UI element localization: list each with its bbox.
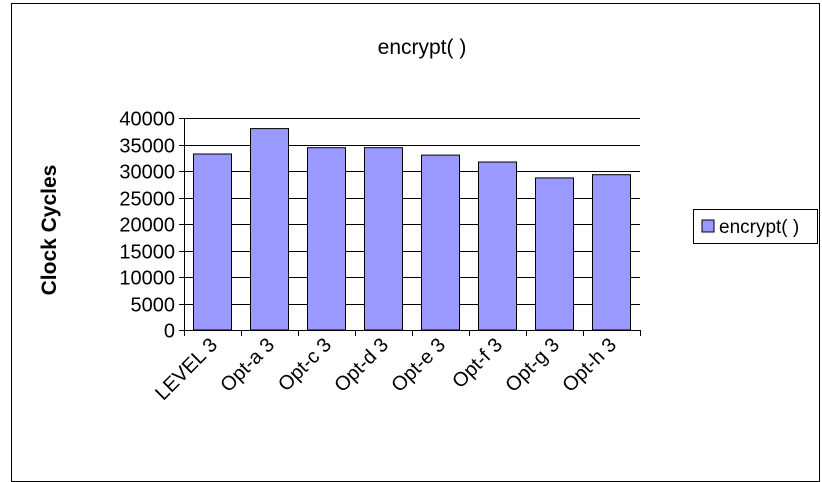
bar-opt-c-3: [307, 147, 346, 331]
bar-opt-e-3: [421, 154, 460, 331]
y-tick-label: 0: [164, 321, 175, 343]
y-tick-label: 35000: [119, 136, 175, 158]
legend-swatch: [701, 219, 715, 233]
legend-label: encrypt( ): [719, 217, 799, 238]
y-tick-label: 25000: [119, 189, 175, 211]
bar-level-3: [193, 153, 232, 331]
bar-opt-f-3: [478, 161, 517, 331]
y-tick-label: 30000: [119, 162, 175, 184]
y-tick-label: 10000: [119, 268, 175, 290]
bar-opt-a-3: [250, 128, 289, 331]
legend: encrypt( ): [693, 209, 818, 244]
bar-opt-g-3: [535, 177, 574, 331]
bar-opt-d-3: [364, 147, 403, 331]
bars: [193, 128, 631, 331]
y-axis-label: Clock Cycles: [38, 165, 61, 296]
y-tick-label: 20000: [119, 215, 175, 237]
y-tick-labels: 0 5000 10000 15000 20000 25000 30000 35000 40000: [119, 109, 175, 343]
bar-opt-h-3: [592, 174, 631, 331]
y-tick-label: 15000: [119, 242, 175, 264]
chart-title: encrypt( ): [378, 36, 467, 59]
y-tick-label: 40000: [119, 109, 175, 131]
chart-border: [11, 3, 820, 482]
axes: [179, 118, 641, 336]
y-tick-label: 5000: [131, 295, 176, 317]
